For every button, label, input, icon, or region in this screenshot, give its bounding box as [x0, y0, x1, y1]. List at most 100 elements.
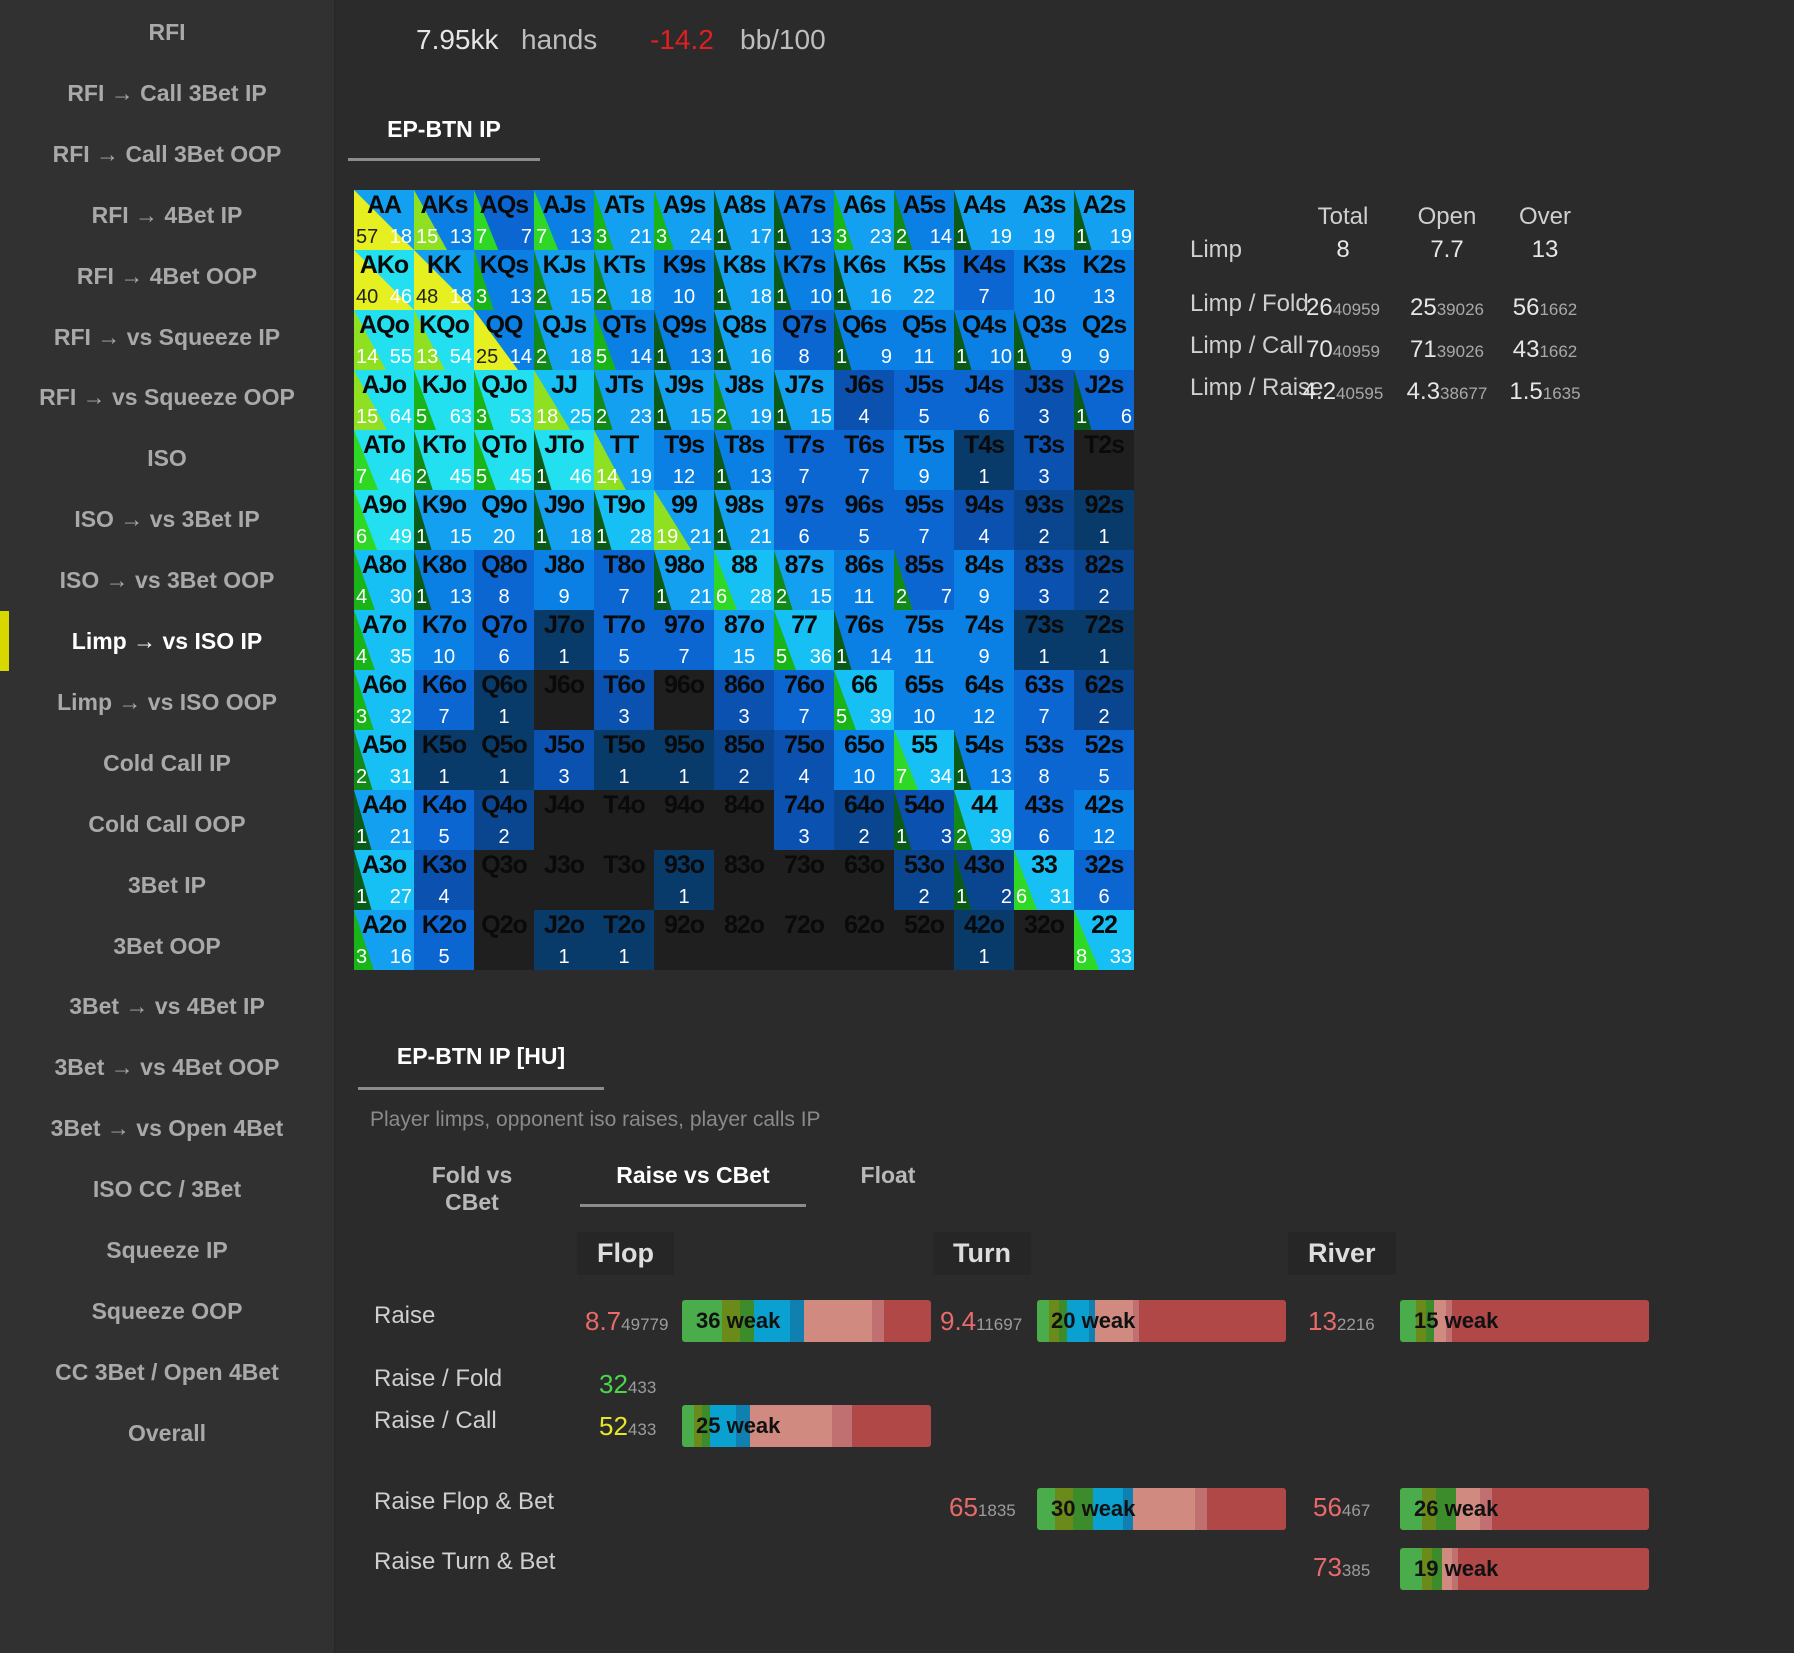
- hand-cell[interactable]: 65s 10: [894, 670, 954, 730]
- hand-cell[interactable]: T5o 1: [594, 730, 654, 790]
- hand-cell[interactable]: JTs 2 23: [594, 370, 654, 430]
- hand-cell[interactable]: JJ 18 25: [534, 370, 594, 430]
- hand-cell[interactable]: 53s 8: [1014, 730, 1074, 790]
- sidebar-item-iso-vs-3bet-oop[interactable]: ISO → vs 3Bet OOP: [59, 567, 275, 594]
- hand-cell[interactable]: A7o 4 35: [354, 610, 414, 670]
- hand-cell[interactable]: 86s 11: [834, 550, 894, 610]
- tab-range-position[interactable]: EP-BTN IP: [387, 116, 501, 142]
- hand-cell[interactable]: J9o 1 18: [534, 490, 594, 550]
- hand-cell[interactable]: QQ 25 14: [474, 310, 534, 370]
- hand-cell[interactable]: Q4o 2: [474, 790, 534, 850]
- hand-cell[interactable]: K8s 1 18: [714, 250, 774, 310]
- sidebar-item-cc-3bet-open-4bet[interactable]: CC 3Bet / Open 4Bet: [55, 1358, 279, 1385]
- hand-cell[interactable]: A4s 1 19: [954, 190, 1014, 250]
- hand-cell[interactable]: Q4s 1 10: [954, 310, 1014, 370]
- hand-cell[interactable]: K2o 5: [414, 910, 474, 970]
- sidebar-item-3bet-vs-4bet-ip[interactable]: 3Bet → vs 4Bet IP: [69, 993, 265, 1020]
- hand-cell[interactable]: KK 48 18: [414, 250, 474, 310]
- hand-cell[interactable]: A8o 4 30: [354, 550, 414, 610]
- hand-cell[interactable]: 32s 6: [1074, 850, 1134, 910]
- hand-cell[interactable]: 77 5 36: [774, 610, 834, 670]
- hand-cell[interactable]: J5o 3: [534, 730, 594, 790]
- sidebar-item-3bet-vs-open-4bet[interactable]: 3Bet → vs Open 4Bet: [50, 1115, 284, 1142]
- hand-cell[interactable]: 74o 3: [774, 790, 834, 850]
- hand-cell[interactable]: 54s 1 13: [954, 730, 1014, 790]
- subtab-raise-vs-cbet[interactable]: Raise vs CBet: [616, 1162, 770, 1188]
- hand-cell[interactable]: T6s 7: [834, 430, 894, 490]
- sidebar-item-3bet-vs-4bet-oop[interactable]: 3Bet → vs 4Bet OOP: [54, 1054, 280, 1081]
- hand-cell[interactable]: 84o: [714, 790, 774, 850]
- sidebar-item-rfi-vs-squeeze-oop[interactable]: RFI → vs Squeeze OOP: [39, 384, 295, 411]
- sidebar-item-overall[interactable]: Overall: [128, 1419, 206, 1446]
- hand-cell[interactable]: A2o 3 16: [354, 910, 414, 970]
- hand-cell[interactable]: 92o: [654, 910, 714, 970]
- hand-cell[interactable]: K5s 22: [894, 250, 954, 310]
- hand-cell[interactable]: QJo 3 53: [474, 370, 534, 430]
- hand-cell[interactable]: A3s 19: [1014, 190, 1074, 250]
- hand-cell[interactable]: 62s 2: [1074, 670, 1134, 730]
- hand-cell[interactable]: 65o 10: [834, 730, 894, 790]
- hand-cell[interactable]: J2o 1: [534, 910, 594, 970]
- hand-cell[interactable]: 84s 9: [954, 550, 1014, 610]
- hand-cell[interactable]: KQs 3 13: [474, 250, 534, 310]
- hand-cell[interactable]: KQo 13 54: [414, 310, 474, 370]
- hand-cell[interactable]: Q7s 8: [774, 310, 834, 370]
- hand-cell[interactable]: AJo 15 64: [354, 370, 414, 430]
- sidebar-item-squeeze-ip[interactable]: Squeeze IP: [106, 1237, 228, 1263]
- hand-cell[interactable]: T9o 1 28: [594, 490, 654, 550]
- sidebar-item-rfi-call-3bet-ip[interactable]: RFI → Call 3Bet IP: [67, 79, 267, 106]
- sidebar-item-rfi[interactable]: RFI: [148, 19, 186, 45]
- hand-cell[interactable]: 63s 7: [1014, 670, 1074, 730]
- hand-cell[interactable]: AJs 7 13: [534, 190, 594, 250]
- hand-cell[interactable]: J8s 2 19: [714, 370, 774, 430]
- hand-cell[interactable]: T9s 12: [654, 430, 714, 490]
- hand-cell[interactable]: 74s 9: [954, 610, 1014, 670]
- hand-cell[interactable]: 96o: [654, 670, 714, 730]
- hand-cell[interactable]: 99 19 21: [654, 490, 714, 550]
- hand-cell[interactable]: A9s 3 24: [654, 190, 714, 250]
- hand-cell[interactable]: A3o 1 27: [354, 850, 414, 910]
- hand-cell[interactable]: 94o: [654, 790, 714, 850]
- hand-cell[interactable]: A5s 2 14: [894, 190, 954, 250]
- hand-cell[interactable]: 64s 12: [954, 670, 1014, 730]
- hand-cell[interactable]: Q6s 1 9: [834, 310, 894, 370]
- hand-cell[interactable]: K7s 1 10: [774, 250, 834, 310]
- sidebar-item-iso-vs-3bet-ip[interactable]: ISO → vs 3Bet IP: [74, 506, 260, 533]
- hand-cell[interactable]: 85o 2: [714, 730, 774, 790]
- hand-cell[interactable]: K7o 10: [414, 610, 474, 670]
- hand-cell[interactable]: 66 5 39: [834, 670, 894, 730]
- hand-cell[interactable]: K9o 1 15: [414, 490, 474, 550]
- hand-cell[interactable]: 75o 4: [774, 730, 834, 790]
- hand-cell[interactable]: 82s 2: [1074, 550, 1134, 610]
- hand-cell[interactable]: 96s 5: [834, 490, 894, 550]
- hand-cell[interactable]: 87o 15: [714, 610, 774, 670]
- hand-cell[interactable]: T7o 5: [594, 610, 654, 670]
- hand-cell[interactable]: Q9o 20: [474, 490, 534, 550]
- hand-cell[interactable]: 93o 1: [654, 850, 714, 910]
- hand-cell[interactable]: K2s 13: [1074, 250, 1134, 310]
- hand-cell[interactable]: K6s 1 16: [834, 250, 894, 310]
- hand-cell[interactable]: KJs 2 15: [534, 250, 594, 310]
- hand-cell[interactable]: J3s 3: [1014, 370, 1074, 430]
- hand-cell[interactable]: J7o 1: [534, 610, 594, 670]
- hand-cell[interactable]: 97s 6: [774, 490, 834, 550]
- hand-cell[interactable]: 76s 1 14: [834, 610, 894, 670]
- hand-cell[interactable]: AKo 40 46: [354, 250, 414, 310]
- hand-cell[interactable]: T6o 3: [594, 670, 654, 730]
- hand-cell[interactable]: K4s 7: [954, 250, 1014, 310]
- tab-section-hu[interactable]: EP-BTN IP [HU]: [396, 1043, 566, 1069]
- sidebar-item-rfi-call-3bet-oop[interactable]: RFI → Call 3Bet OOP: [52, 140, 282, 167]
- hand-cell[interactable]: 43o 1 2: [954, 850, 1014, 910]
- hand-cell[interactable]: T7s 7: [774, 430, 834, 490]
- hand-cell[interactable]: 76o 7: [774, 670, 834, 730]
- hand-cell[interactable]: Q6o 1: [474, 670, 534, 730]
- hand-cell[interactable]: 93s 2: [1014, 490, 1074, 550]
- sidebar-item-rfi-4bet-oop[interactable]: RFI → 4Bet OOP: [76, 262, 258, 289]
- sidebar-item-iso-cc-3bet[interactable]: ISO CC / 3Bet: [92, 1176, 242, 1203]
- sidebar-item-3bet-ip[interactable]: 3Bet IP: [128, 871, 206, 898]
- hand-cell[interactable]: T4o: [594, 790, 654, 850]
- sidebar-item-squeeze-oop[interactable]: Squeeze OOP: [91, 1297, 243, 1324]
- hand-cell[interactable]: T5s 9: [894, 430, 954, 490]
- hand-cell[interactable]: 94s 4: [954, 490, 1014, 550]
- hand-cell[interactable]: AQo 14 55: [354, 310, 414, 370]
